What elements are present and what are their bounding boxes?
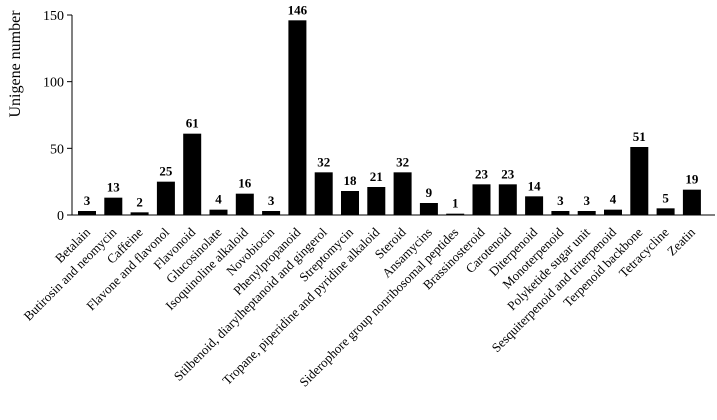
bar (525, 196, 544, 215)
bar-value-label: 23 (475, 166, 489, 181)
bar (577, 211, 596, 215)
bars-group (78, 20, 701, 216)
y-tick-label: 150 (43, 9, 64, 24)
bar (288, 20, 307, 216)
bar-value-label: 3 (268, 193, 275, 208)
bar-value-label: 4 (610, 192, 617, 207)
bar (446, 213, 465, 215)
bar (630, 147, 649, 215)
bar-value-label: 61 (186, 116, 199, 131)
y-axis-label: Unigene number (7, 10, 24, 118)
bar-value-label: 3 (583, 193, 590, 208)
bar (235, 193, 254, 215)
bar-value-label: 146 (288, 2, 308, 17)
bar (314, 172, 333, 215)
y-axis-ticks: 0 50 100 150 (43, 9, 72, 224)
bar (367, 187, 386, 215)
bar (419, 203, 438, 215)
bar-value-label: 9 (426, 185, 433, 200)
bar (183, 133, 202, 215)
bar (604, 209, 622, 215)
bar-value-label: 21 (370, 169, 383, 184)
bar-value-label: 3 (557, 193, 564, 208)
bar-value-label: 14 (528, 178, 542, 193)
bar-value-label: 1 (452, 196, 459, 211)
bar (156, 181, 175, 215)
bar (472, 184, 491, 215)
bar-value-label: 32 (396, 154, 409, 169)
bar (656, 208, 675, 215)
y-tick-label: 0 (57, 209, 64, 224)
bar-value-label: 4 (215, 192, 222, 207)
bar-value-label: 5 (662, 190, 669, 205)
y-tick-label: 50 (50, 142, 64, 157)
bar-value-label: 16 (238, 176, 252, 191)
bar-value-label: 32 (317, 154, 330, 169)
bar (104, 197, 123, 215)
bar (130, 212, 149, 215)
bar (209, 209, 228, 215)
bar (498, 184, 517, 215)
y-tick-label: 100 (43, 76, 64, 91)
bar-value-label: 23 (501, 166, 515, 181)
bar-value-label: 25 (159, 164, 173, 179)
bar-value-label: 2 (136, 194, 143, 209)
bar-value-label: 51 (633, 129, 646, 144)
bar-value-label: 13 (107, 180, 121, 195)
bar (341, 191, 359, 215)
value-labels-group: 3 13 2 25 61 4 16 3 146 32 18 21 32 9 1 23 23 14 3 3 4 51 5 19 (84, 2, 699, 210)
bar (682, 189, 701, 215)
bar (393, 172, 412, 215)
bar-value-label: 3 (84, 193, 91, 208)
bar (262, 211, 281, 215)
bar-value-label: 18 (344, 173, 358, 188)
bar-value-label: 19 (685, 172, 699, 187)
x-tick-label: Zeatin (664, 224, 698, 258)
bar (78, 211, 96, 215)
bar (551, 211, 570, 215)
